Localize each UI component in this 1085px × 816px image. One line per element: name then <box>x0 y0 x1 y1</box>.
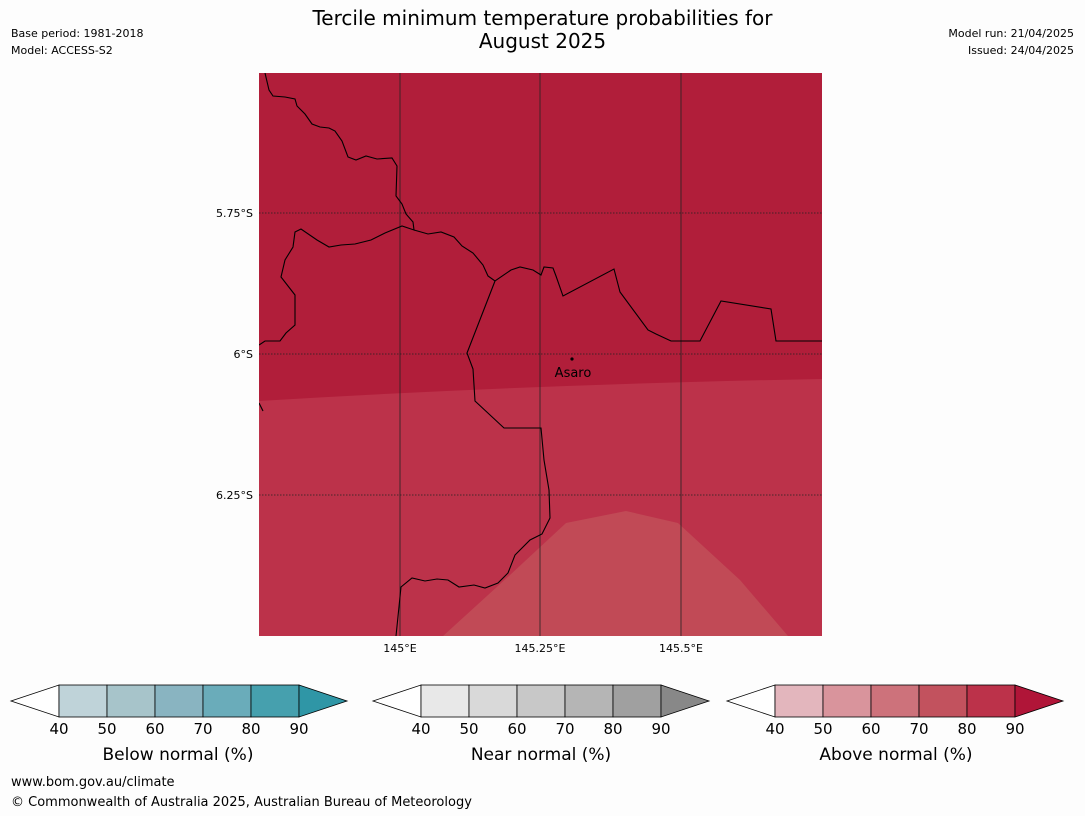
colorbar-tick-label: 40 <box>411 720 430 738</box>
lon-label: 145.25°E <box>515 642 566 655</box>
footer-copyright: © Commonwealth of Australia 2025, Austra… <box>11 795 472 810</box>
title-line-2: August 2025 <box>478 29 607 53</box>
base-period-text: Base period: 1981-2018 <box>11 27 144 40</box>
colorbar-label-above: Above normal (%) <box>819 745 973 765</box>
colorbar-tick-label: 40 <box>765 720 784 738</box>
border-edge <box>259 402 264 412</box>
colorbar-segment <box>516 684 566 718</box>
colorbar-label-near: Near normal (%) <box>470 745 612 765</box>
colorbar-extend-high <box>1014 684 1065 718</box>
colorbar-2: 40 50 60 70 80 90 <box>725 684 1065 738</box>
metadata-right: Model run: 21/04/2025 Issued: 24/04/2025 <box>948 25 1074 59</box>
colorbar-tick-label: 70 <box>193 720 212 738</box>
metadata-left: Base period: 1981-2018 Model: ACCESS-S2 <box>11 25 143 59</box>
lat-label: 5.75°S <box>216 207 253 220</box>
place-label-asaro: Asaro <box>555 366 592 381</box>
colorbar-segment <box>612 684 662 718</box>
colorbar-extend-high <box>660 684 711 718</box>
border-ridge <box>413 229 822 342</box>
colorbar-extend-low <box>9 684 60 718</box>
colorbar-tick-label: 80 <box>241 720 260 738</box>
colorbar-tick-label: 70 <box>909 720 928 738</box>
colorbar-tick-label: 50 <box>813 720 832 738</box>
colorbar-tick-label: 50 <box>459 720 478 738</box>
page-title: Tercile minimum temperature probabilitie… <box>0 7 1085 53</box>
map-area: Asaro <box>259 73 822 636</box>
colorbar-tick-label: 90 <box>289 720 308 738</box>
province-borders <box>259 73 822 636</box>
colorbar-tick-label: 60 <box>507 720 526 738</box>
colorbar-segment <box>564 684 614 718</box>
zone-60-70 <box>443 511 788 636</box>
footer-url: www.bom.gov.au/climate <box>11 775 175 790</box>
colorbar-segment <box>966 684 1016 718</box>
colorbar-0: 40 50 60 70 80 90 <box>9 684 349 738</box>
colorbar-segment <box>468 684 518 718</box>
colorbar-extend-high <box>298 684 349 718</box>
lon-label: 145.5°E <box>659 642 703 655</box>
colorbar-segment <box>774 684 824 718</box>
issued-text: Issued: 24/04/2025 <box>967 44 1074 57</box>
model-run-text: Model run: 21/04/2025 <box>948 27 1074 40</box>
place-marker-asaro <box>570 357 574 361</box>
colorbar-segment <box>58 684 108 718</box>
colorbar-tick-label: 80 <box>603 720 622 738</box>
colorbar-extend-low <box>371 684 422 718</box>
model-text: Model: ACCESS-S2 <box>11 44 113 57</box>
colorbars: 40 50 60 70 80 90 40 50 60 70 80 90 40 50 60 70 80 90 <box>9 684 1065 738</box>
colorbar-segment <box>918 684 968 718</box>
colorbar-segment <box>420 684 470 718</box>
colorbar-label-below: Below normal (%) <box>102 745 254 765</box>
border-south <box>395 280 551 636</box>
colorbar-segment <box>250 684 300 718</box>
colorbar-segment <box>106 684 156 718</box>
graticule <box>259 73 822 636</box>
colorbar-tick-label: 90 <box>1005 720 1024 738</box>
colorbar-1: 40 50 60 70 80 90 <box>371 684 711 738</box>
latitude-labels: 5.75°S 6°S 6.25°S <box>216 207 253 502</box>
border-north <box>259 73 415 346</box>
colorbar-segment <box>822 684 872 718</box>
colorbar-segment <box>202 684 252 718</box>
colorbar-tick-label: 50 <box>97 720 116 738</box>
colorbar-tick-label: 70 <box>555 720 574 738</box>
title-line-1: Tercile minimum temperature probabilitie… <box>312 6 773 30</box>
colorbar-tick-label: 80 <box>957 720 976 738</box>
longitude-labels: 145°E 145.25°E 145.5°E <box>383 642 703 655</box>
colorbar-segment <box>154 684 204 718</box>
colorbar-tick-label: 60 <box>861 720 880 738</box>
colorbar-tick-label: 40 <box>49 720 68 738</box>
colorbar-extend-low <box>725 684 776 718</box>
colorbar-tick-label: 90 <box>651 720 670 738</box>
lon-label: 145°E <box>383 642 416 655</box>
colorbar-tick-label: 60 <box>145 720 164 738</box>
lat-label: 6°S <box>234 348 253 361</box>
colorbar-segment <box>870 684 920 718</box>
lat-label: 6.25°S <box>216 489 253 502</box>
